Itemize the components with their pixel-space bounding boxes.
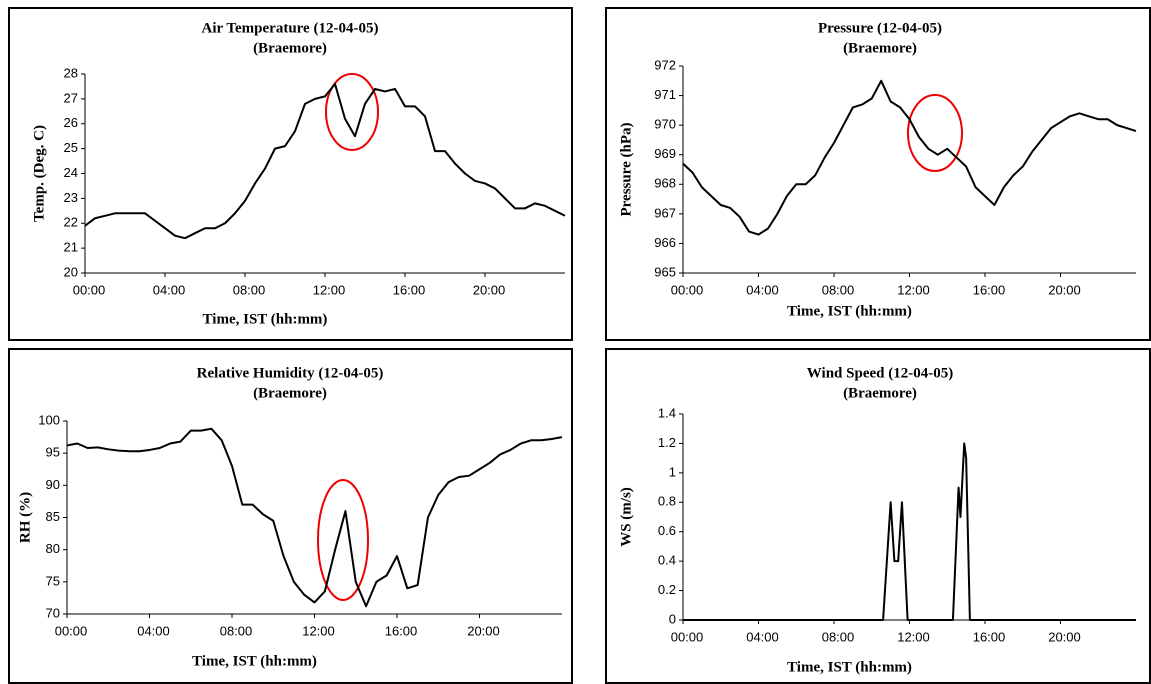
chart-subtitle: (Braemore) [253, 40, 327, 56]
y-tick-label: 1.4 [658, 405, 676, 420]
chart-title: Relative Humidity (12-04-05) [197, 365, 384, 381]
x-axis-label: Time, IST (hh:mm) [203, 311, 328, 327]
x-tick-label: 04:00 [746, 282, 779, 297]
y-axis-label: Pressure (hPa) [618, 122, 634, 216]
x-tick-label: 12:00 [313, 282, 346, 297]
highlight-ellipse [317, 479, 369, 601]
y-tick-label: 27 [64, 90, 78, 105]
y-tick-label: 75 [46, 573, 60, 588]
data-line [683, 442, 1136, 621]
panel-border [605, 7, 1151, 341]
y-tick-label: 23 [64, 190, 78, 205]
x-tick-label: 04:00 [746, 629, 779, 644]
y-tick-label: 0.2 [658, 582, 676, 597]
y-tick-label: 80 [46, 541, 60, 556]
data-line [84, 82, 566, 240]
y-tick-label: 21 [64, 240, 78, 255]
y-axis-label: WS (m/s) [618, 487, 634, 547]
chart-subtitle: (Braemore) [253, 385, 327, 401]
x-tick-label: 12:00 [897, 282, 930, 297]
y-tick-label: 20 [64, 264, 78, 279]
y-tick-label: 967 [654, 205, 676, 220]
chart-title: Air Temperature (12-04-05) [202, 20, 379, 36]
y-tick-label: 1 [669, 464, 676, 479]
y-tick-label: 22 [64, 215, 78, 230]
y-tick-label: 969 [654, 146, 676, 161]
x-axis-label: Time, IST (hh:mm) [787, 659, 912, 675]
y-tick-label: 1.2 [658, 435, 676, 450]
data-line [66, 427, 563, 608]
x-tick-label: 12:00 [897, 629, 930, 644]
x-tick-label: 20:00 [1048, 629, 1081, 644]
data-line [682, 79, 1137, 236]
y-tick-label: 966 [654, 235, 676, 250]
y-tick-label: 972 [654, 57, 676, 72]
y-axis-label: Temp. (Deg. C) [31, 125, 47, 222]
y-tick-label: 968 [654, 176, 676, 191]
x-tick-label: 00:00 [671, 282, 704, 297]
y-axis-label: RH (%) [17, 492, 33, 543]
y-tick-label: 970 [654, 117, 676, 132]
x-tick-label: 16:00 [973, 282, 1006, 297]
y-tick-label: 100 [38, 412, 60, 427]
x-tick-label: 20:00 [473, 282, 506, 297]
y-tick-label: 26 [64, 115, 78, 130]
x-tick-label: 00:00 [55, 623, 88, 638]
x-tick-label: 08:00 [220, 623, 253, 638]
highlight-ellipse [907, 94, 963, 172]
x-axis-label: Time, IST (hh:mm) [787, 303, 912, 319]
y-tick-label: 0.8 [658, 494, 676, 509]
y-tick-label: 25 [64, 140, 78, 155]
panel-border [605, 348, 1151, 684]
highlight-ellipse [325, 73, 379, 151]
y-tick-label: 28 [64, 65, 78, 80]
x-axis-label: Time, IST (hh:mm) [192, 653, 317, 669]
x-tick-label: 16:00 [973, 629, 1006, 644]
chart-title: Wind Speed (12-04-05) [807, 365, 953, 381]
x-tick-label: 00:00 [671, 629, 704, 644]
x-tick-label: 16:00 [385, 623, 418, 638]
x-tick-label: 08:00 [822, 629, 855, 644]
chart-subtitle: (Braemore) [843, 385, 917, 401]
y-tick-label: 85 [46, 509, 60, 524]
panel-border [8, 7, 573, 341]
x-tick-label: 12:00 [302, 623, 335, 638]
x-tick-label: 04:00 [153, 282, 186, 297]
y-tick-label: 70 [46, 605, 60, 620]
x-tick-label: 20:00 [467, 623, 500, 638]
x-tick-label: 08:00 [822, 282, 855, 297]
x-tick-label: 04:00 [137, 623, 170, 638]
y-tick-label: 0.6 [658, 523, 676, 538]
chart-title: Pressure (12-04-05) [818, 20, 942, 36]
y-tick-label: 95 [46, 445, 60, 460]
y-tick-label: 965 [654, 264, 676, 279]
y-tick-label: 24 [64, 165, 78, 180]
y-tick-label: 0 [669, 611, 676, 626]
y-tick-label: 0.4 [658, 553, 676, 568]
y-tick-label: 971 [654, 87, 676, 102]
x-tick-label: 20:00 [1048, 282, 1081, 297]
x-tick-label: 00:00 [73, 282, 106, 297]
y-tick-label: 90 [46, 477, 60, 492]
x-tick-label: 16:00 [393, 282, 426, 297]
chart-subtitle: (Braemore) [843, 40, 917, 56]
x-tick-label: 08:00 [233, 282, 266, 297]
panel-border [8, 348, 573, 684]
